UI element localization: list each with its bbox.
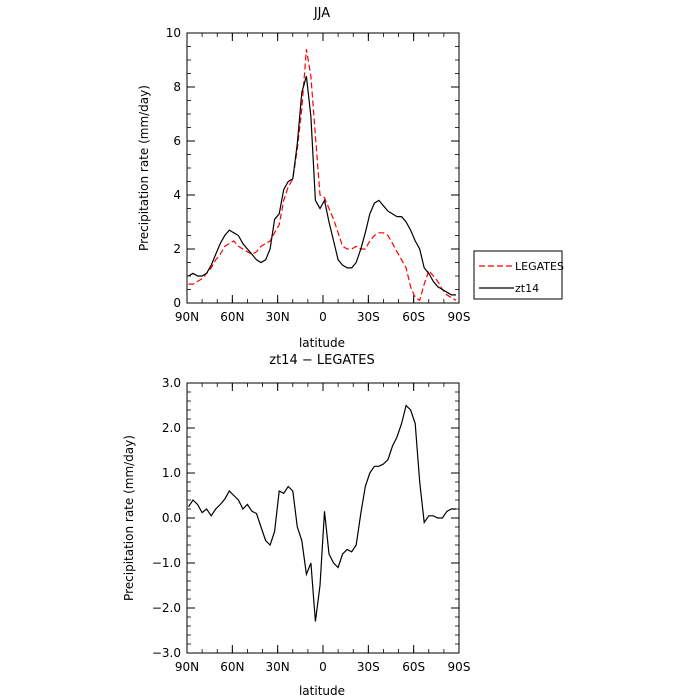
top-plot-frame [186, 32, 460, 304]
top-series-line-legates [188, 49, 457, 302]
bottom-y-tick-label: 2.0 [162, 421, 181, 435]
bottom-panel: zt14 − LEGATES Precipitation rate (mm/da… [122, 353, 470, 698]
bottom-x-tick-label: 90S [448, 660, 471, 674]
top-y-tick-label: 4 [173, 188, 181, 202]
top-x-tick-label: 30S [357, 310, 380, 324]
bottom-x-tick-label: 90N [175, 660, 199, 674]
top-panel: JJA Precipitation rate (mm/day) latitude… [137, 6, 470, 350]
bottom-y-tick-label: −3.0 [152, 646, 181, 660]
legend-label-legates: LEGATES [515, 260, 564, 273]
legend-box [473, 250, 563, 300]
top-ticks: 90N 60N 30N 0 30S 60S 90S 0 2 4 6 8 10 [166, 26, 471, 324]
bottom-chart-title: zt14 − LEGATES [269, 353, 374, 368]
top-x-axis-label: latitude [299, 336, 345, 350]
bottom-y-tick-label: −1.0 [152, 556, 181, 570]
bottom-y-tick-label: −2.0 [152, 601, 181, 615]
bottom-x-axis-label: latitude [299, 684, 345, 698]
bottom-plot-frame [186, 382, 460, 654]
bottom-y-tick-label: 0.0 [162, 511, 181, 525]
top-x-tick-label: 90S [448, 310, 471, 324]
bottom-y-axis-label: Precipitation rate (mm/day) [122, 435, 136, 601]
top-y-tick-label: 6 [173, 134, 181, 148]
top-x-tick-label: 30N [266, 310, 290, 324]
bottom-y-tick-label: 1.0 [162, 466, 181, 480]
top-y-tick-label: 8 [173, 80, 181, 94]
legend-label-zt14: zt14 [515, 282, 539, 295]
top-y-tick-label: 2 [173, 242, 181, 256]
bottom-x-tick-label: 60S [402, 660, 425, 674]
top-x-tick-label: 90N [175, 310, 199, 324]
bottom-series-line-difference [187, 404, 456, 622]
top-y-tick-label: 0 [173, 296, 181, 310]
top-x-tick-label: 0 [319, 310, 327, 324]
bottom-x-tick-label: 30S [357, 660, 380, 674]
bottom-series-group [187, 404, 456, 622]
top-y-tick-label: 10 [166, 26, 181, 40]
bottom-x-tick-label: 30N [266, 660, 290, 674]
bottom-x-tick-label: 0 [319, 660, 327, 674]
bottom-y-tick-label: 3.0 [162, 376, 181, 390]
legend: LEGATES zt14 [473, 250, 564, 300]
top-series-line-zt14 [188, 76, 456, 296]
top-chart-title: JJA [313, 6, 330, 21]
bottom-x-tick-label: 60N [220, 660, 244, 674]
bottom-ticks: 90N 60N 30N 0 30S 60S 90S −3.0 −2.0 −1.0 0.0 1.0 2.0… [152, 376, 471, 674]
top-x-tick-label: 60N [220, 310, 244, 324]
top-x-tick-label: 60S [402, 310, 425, 324]
top-y-axis-label: Precipitation rate (mm/day) [137, 85, 151, 251]
top-series-group [188, 49, 457, 302]
